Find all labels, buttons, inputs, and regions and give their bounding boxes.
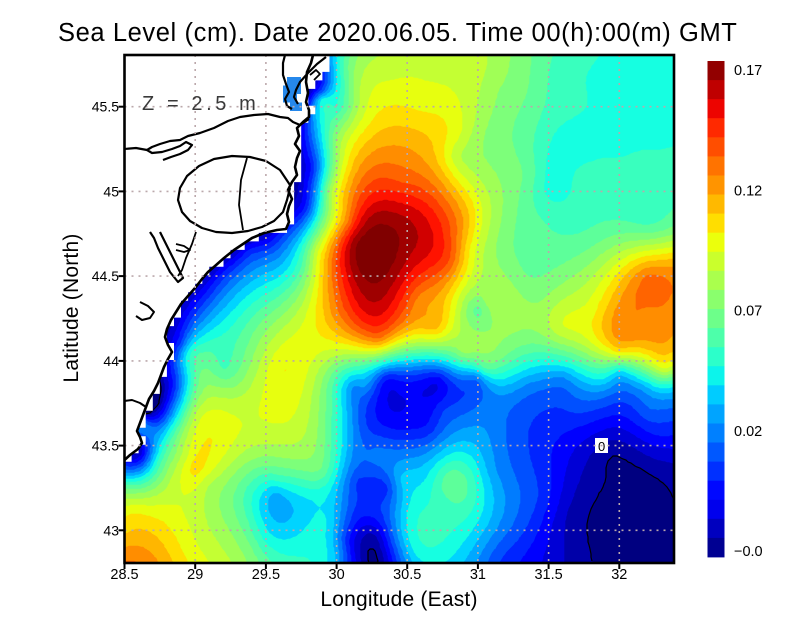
svg-text:−0.0: −0.0 xyxy=(734,544,763,560)
svg-text:Latitude (North): Latitude (North) xyxy=(60,233,83,382)
svg-text:44: 44 xyxy=(103,353,119,369)
svg-text:29: 29 xyxy=(187,567,203,583)
svg-text:28.5: 28.5 xyxy=(110,567,138,583)
svg-text:31.5: 31.5 xyxy=(534,567,562,583)
svg-text:45: 45 xyxy=(103,183,119,199)
svg-text:0.07: 0.07 xyxy=(734,304,762,320)
svg-text:0.12: 0.12 xyxy=(734,183,762,199)
svg-text:Longitude (East): Longitude (East) xyxy=(320,588,477,611)
svg-text:Z = 2.5 m: Z = 2.5 m xyxy=(142,93,259,115)
svg-text:30: 30 xyxy=(329,567,345,583)
svg-text:32: 32 xyxy=(611,567,627,583)
svg-text:0.02: 0.02 xyxy=(734,424,762,440)
svg-text:0: 0 xyxy=(598,439,605,454)
svg-text:0.17: 0.17 xyxy=(734,63,762,79)
svg-text:43: 43 xyxy=(103,522,119,538)
svg-text:29.5: 29.5 xyxy=(252,567,280,583)
svg-text:45.5: 45.5 xyxy=(92,99,119,115)
svg-text:44.5: 44.5 xyxy=(92,268,119,284)
svg-text:30.5: 30.5 xyxy=(393,567,421,583)
svg-text:Sea Level (cm). Date 2020.06.0: Sea Level (cm). Date 2020.06.05. Time 00… xyxy=(58,19,737,47)
svg-text:31: 31 xyxy=(470,567,486,583)
svg-text:43.5: 43.5 xyxy=(92,438,119,454)
